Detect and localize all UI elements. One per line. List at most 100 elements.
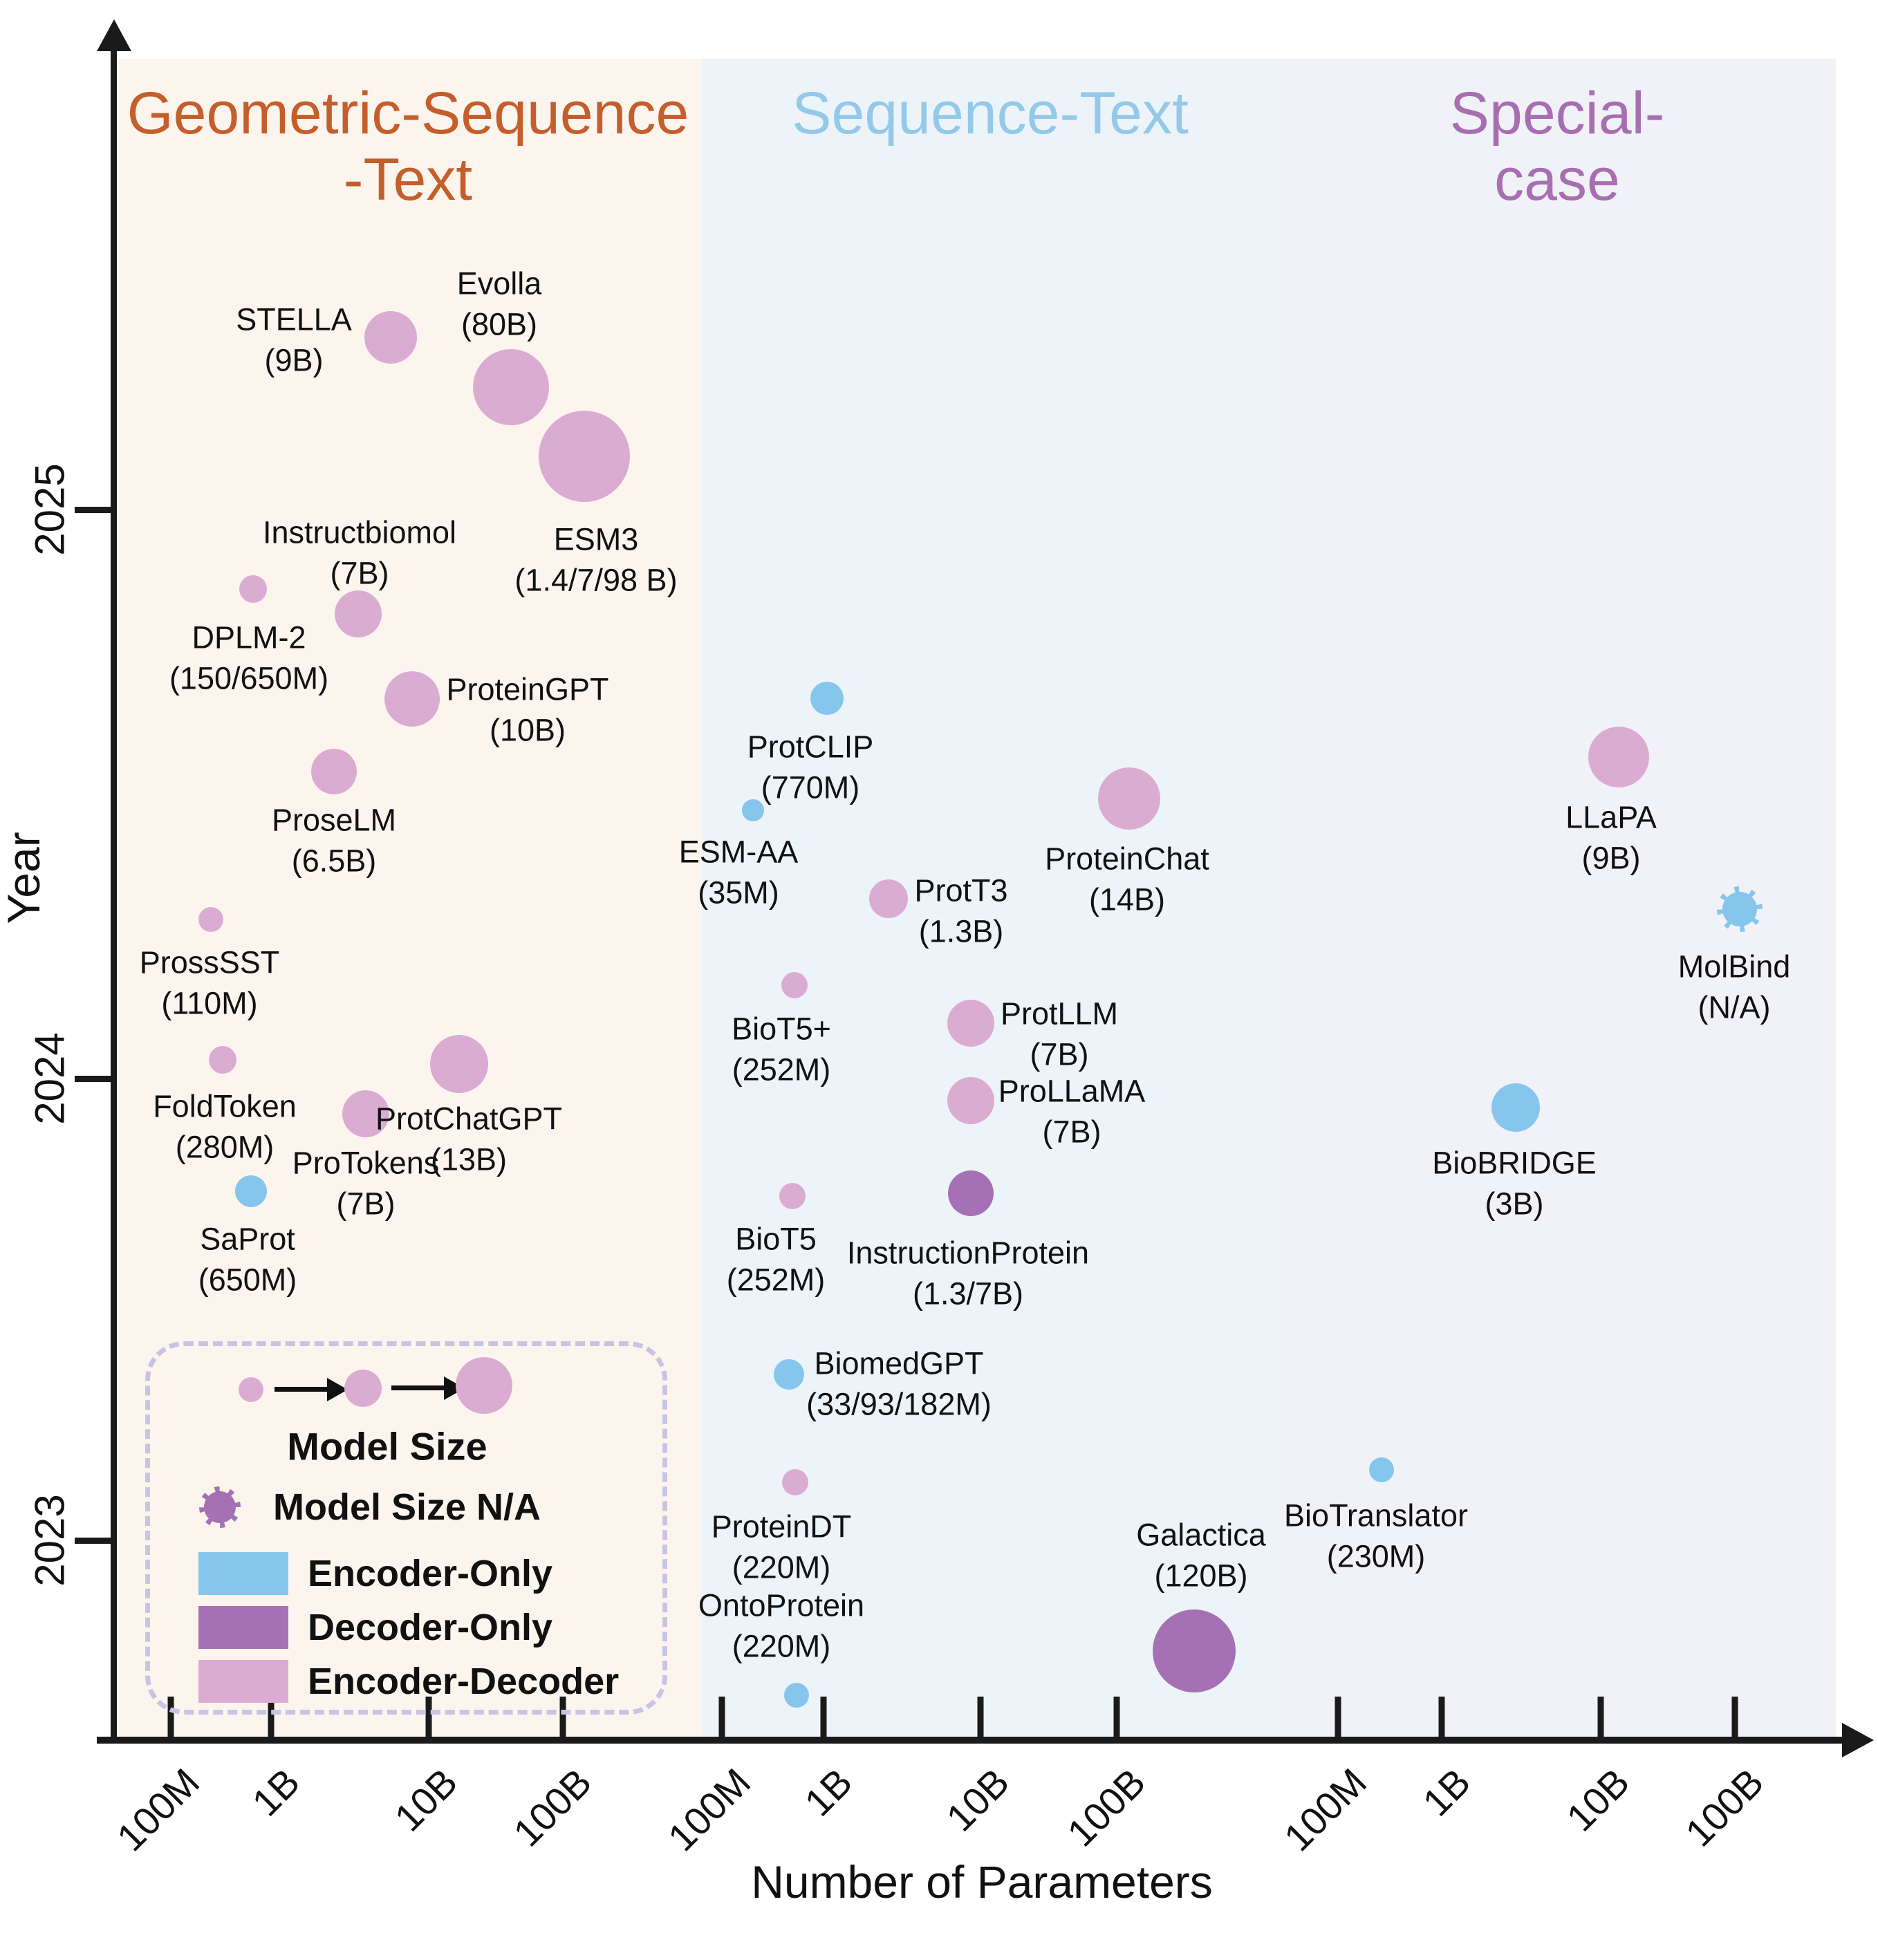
- y-axis-line: [111, 41, 117, 1744]
- model-bubble-llapa: [1588, 727, 1649, 787]
- legend-swatch-encoder-decoder: [198, 1660, 288, 1703]
- legend-swatch-encoder-only: [198, 1552, 288, 1595]
- model-label-esm-aa: ESM-AA (35M): [678, 834, 799, 911]
- x-tick-label-text: 100M: [108, 1760, 208, 1860]
- model-bubble-biomedgpt: [774, 1359, 804, 1390]
- x-tick-label-text: 10B: [386, 1760, 466, 1840]
- legend-arrow-line-1: [275, 1387, 327, 1392]
- model-bubble-proteingpt: [384, 671, 440, 727]
- x-tick-mark: [1597, 1697, 1604, 1737]
- model-bubble-proteinchat: [1098, 767, 1160, 830]
- y-axis-arrow-icon: [97, 19, 131, 51]
- model-bubble-biotranslator: [1369, 1457, 1394, 1482]
- model-label-ontoprotein: OntoProtein (220M): [698, 1587, 865, 1664]
- model-label-biobridge: BioBRIDGE (3B): [1432, 1145, 1597, 1222]
- panel-sequence-text: [702, 59, 1279, 1737]
- legend-model-size-label: Model Size: [287, 1424, 487, 1468]
- model-bubble-saprot: [235, 1175, 267, 1207]
- model-bubble-dplm-2: [239, 575, 267, 603]
- x-axis-title-text: Number of Parameters: [751, 1856, 1213, 1907]
- model-label-molbind: MolBind (N/A): [1677, 949, 1791, 1025]
- model-label-proteingpt: ProteinGPT (10B): [446, 671, 609, 748]
- x-tick-mark: [268, 1697, 275, 1737]
- model-label-stella: STELLA (9B): [236, 301, 352, 378]
- y-tick-mark: [75, 507, 111, 513]
- model-bubble-protllm: [947, 1000, 994, 1047]
- x-tick-label: 1B: [1414, 1760, 1495, 1824]
- model-bubble-molbind: [1717, 886, 1763, 932]
- x-tick-label-text: 100B: [1677, 1760, 1772, 1855]
- model-label-foldtoken: FoldToken (280M): [153, 1088, 297, 1165]
- model-bubble-proselm: [311, 749, 357, 794]
- model-bubble-protchatgpt: [430, 1035, 488, 1093]
- model-label-evolla: Evolla (80B): [456, 265, 542, 342]
- x-axis-arrow-icon: [1842, 1723, 1874, 1757]
- model-bubble-ontoprotein: [784, 1683, 809, 1708]
- x-tick-label-text: 100M: [659, 1760, 759, 1860]
- panel-title-special-case: Special-case: [1449, 80, 1665, 214]
- model-bubble-foldtoken: [209, 1046, 236, 1074]
- legend-size-bubble-large: [456, 1357, 512, 1414]
- model-label-protclip: ProtCLIP (770M): [747, 729, 874, 805]
- panel-title-geometric-sequence-text: Geometric-Sequence -Text: [127, 80, 689, 214]
- x-tick-label: 100B: [1677, 1760, 1831, 1855]
- model-bubble-prosssst: [198, 907, 223, 932]
- model-label-llapa: LLaPA (9B): [1565, 799, 1657, 876]
- model-label-proteindt: ProteinDT (220M): [711, 1509, 852, 1585]
- x-tick-label: 1B: [243, 1760, 324, 1824]
- model-bubble-stella: [364, 311, 417, 364]
- x-tick-label-text: 100B: [1059, 1760, 1154, 1855]
- legend-model-size-na-icon: [199, 1486, 241, 1528]
- legend-encoder-only-label: Encoder-Only: [308, 1553, 553, 1594]
- model-bubble-biobridge: [1491, 1083, 1540, 1132]
- y-axis-title-text: Year: [0, 832, 49, 924]
- x-tick-mark: [718, 1697, 725, 1737]
- model-label-instructbiomol: Instructbiomol (7B): [262, 514, 457, 591]
- y-tick-label-text: 2024: [26, 1032, 73, 1125]
- model-label-protllm: ProtLLM (7B): [1000, 996, 1119, 1072]
- model-bubble-instructbiomol: [335, 590, 382, 637]
- x-tick-label: 10B: [1558, 1760, 1675, 1840]
- model-label-biot5: BioT5 (252M): [726, 1221, 826, 1298]
- y-tick-label-text: 2025: [26, 463, 73, 556]
- legend-arrow-line-2: [391, 1385, 444, 1390]
- x-tick-label-text: 10B: [1558, 1760, 1638, 1840]
- y-tick-mark: [75, 1538, 111, 1544]
- model-label-prosssst: ProssSST (110M): [139, 944, 280, 1021]
- model-bubble-prollama: [947, 1077, 994, 1124]
- model-label-prollama: ProLLaMA (7B): [998, 1073, 1146, 1150]
- x-tick-mark: [167, 1697, 174, 1737]
- model-label-instructionprotein: InstructionProtein (1.3/7B): [846, 1235, 1090, 1312]
- x-tick-mark: [425, 1697, 432, 1737]
- model-label-protokens: ProTokens (7B): [292, 1145, 440, 1222]
- x-tick-mark: [1335, 1697, 1341, 1737]
- y-tick-label-text: 2023: [26, 1494, 73, 1587]
- model-label-esm3: ESM3 (1.4/7/98 B): [514, 521, 678, 598]
- x-tick-label-text: 100B: [505, 1760, 600, 1855]
- x-tick-label-text: 10B: [938, 1760, 1018, 1840]
- model-bubble-evolla: [473, 349, 549, 425]
- model-label-protchatgpt: ProtChatGPT (13B): [375, 1101, 563, 1177]
- x-tick-mark: [559, 1697, 566, 1737]
- legend-model-size-na-label: Model Size N/A: [273, 1486, 541, 1528]
- model-bubble-prott3: [869, 879, 908, 918]
- panel-title-sequence-text: Sequence-Text: [792, 80, 1189, 147]
- model-label-saprot: SaProt (650M): [198, 1221, 297, 1298]
- model-bubble-esm3: [539, 411, 630, 502]
- x-tick-mark: [977, 1697, 984, 1737]
- x-tick-mark: [820, 1697, 827, 1737]
- model-label-proteinchat: ProteinChat (14B): [1045, 841, 1209, 917]
- x-tick-label: 100B: [505, 1760, 659, 1855]
- model-bubble-esm-aa: [742, 799, 764, 821]
- legend-decoder-only-label: Decoder-Only: [308, 1607, 553, 1648]
- y-tick-mark: [75, 1076, 111, 1082]
- model-bubble-biot5+: [781, 972, 808, 998]
- model-label-biot5+: BioT5+ (252M): [732, 1011, 831, 1088]
- legend-encoder-decoder-label: Encoder-Decoder: [308, 1661, 620, 1702]
- legend-swatch-decoder-only: [198, 1606, 288, 1649]
- x-tick-label: 1B: [796, 1760, 877, 1824]
- model-label-dplm-2: DPLM-2 (150/650M): [169, 619, 329, 696]
- x-axis-line: [97, 1737, 1848, 1744]
- model-label-proselm: ProseLM (6.5B): [271, 802, 397, 879]
